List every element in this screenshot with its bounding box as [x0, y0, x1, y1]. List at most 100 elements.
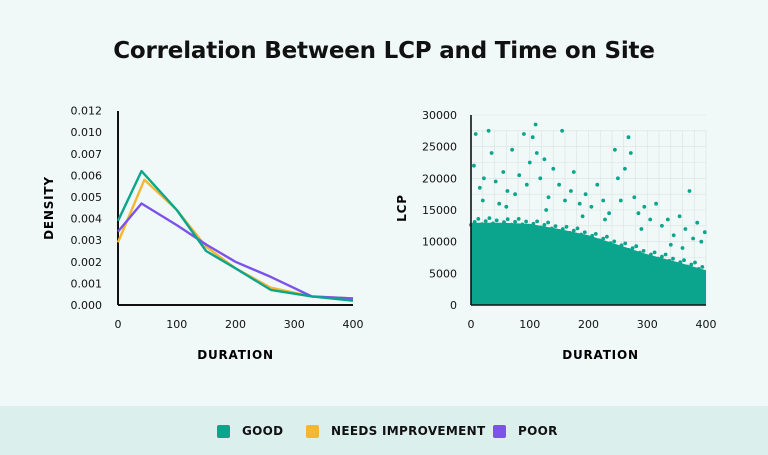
density-x-tick-label: 0 — [115, 318, 122, 331]
lcp-point — [489, 151, 494, 155]
density-y-tick-label: 0.010 — [71, 126, 103, 139]
lcp-point — [601, 198, 606, 203]
charts-canvas: 0.000 0.001 0.002 0.003 0.004 0.005 0.006 0.007… — [42, 105, 717, 362]
density-y-tick-label: 0.002 — [71, 256, 103, 269]
lcp-point — [516, 217, 521, 221]
lcp-point — [510, 147, 514, 152]
lcp-point — [674, 262, 679, 267]
lcp-x-tick-label: 100 — [519, 318, 540, 331]
lcp-y-tick-label: 30000 — [422, 109, 457, 122]
lcp-point — [668, 242, 673, 247]
lcp-point — [538, 225, 543, 230]
lcp-point — [480, 222, 484, 227]
lcp-point — [533, 122, 538, 127]
lcp-point — [502, 220, 506, 225]
density-x-axis-label: DURATION — [197, 348, 274, 362]
lcp-point — [683, 227, 688, 231]
lcp-point — [616, 176, 620, 181]
density-x-tick-label: 300 — [284, 318, 305, 331]
lcp-point — [619, 243, 624, 248]
lcp-point — [636, 211, 641, 216]
density-y-tick-label: 0.001 — [71, 277, 103, 290]
legend-label-good: GOOD — [242, 424, 284, 438]
density-y-tick-label: 0.005 — [71, 191, 103, 204]
lcp-point — [687, 189, 692, 193]
density-y-tick-label: 0.000 — [71, 299, 103, 312]
legend-swatch-needs-improvement — [306, 424, 319, 438]
lcp-point — [641, 249, 646, 253]
lcp-point — [568, 231, 572, 235]
lcp-dense-point-cloud — [471, 222, 706, 305]
lcp-x-tick-label: 400 — [696, 318, 717, 331]
lcp-point — [538, 176, 543, 181]
lcp-point — [597, 238, 602, 243]
lcp-point — [582, 230, 587, 235]
lcp-point — [517, 173, 522, 178]
lcp-point — [593, 232, 598, 236]
legend-swatch-good — [217, 424, 230, 438]
lcp-point — [524, 182, 529, 187]
lcp-point — [575, 226, 580, 231]
lcp-y-axis-label: LCP — [395, 194, 409, 222]
legend-item-good: GOOD — [217, 424, 283, 438]
lcp-point — [634, 244, 639, 249]
legend-swatch-poor — [493, 424, 506, 438]
density-x-tick-label: 400 — [343, 318, 364, 331]
lcp-point — [648, 217, 653, 222]
lcp-point — [520, 222, 525, 227]
lcp-point — [553, 224, 558, 229]
lcp-point — [660, 254, 664, 259]
lcp-point — [534, 151, 539, 155]
lcp-point — [654, 201, 658, 206]
lcp-point — [671, 233, 676, 238]
lcp-point — [486, 128, 491, 133]
lcp-point — [491, 221, 495, 226]
lcp-point — [595, 182, 600, 187]
legend-item-poor: POOR — [493, 424, 558, 438]
lcp-y-tick-label: 25000 — [422, 141, 457, 154]
lcp-point — [693, 260, 697, 265]
lcp-point — [549, 226, 554, 231]
lcp-point — [627, 248, 631, 252]
lcp-point — [645, 254, 650, 259]
lcp-point — [695, 220, 700, 225]
lcp-point — [546, 195, 551, 200]
lcp-point — [477, 185, 482, 190]
lcp-point — [473, 132, 478, 136]
lcp-x-axis-label: DURATION — [562, 348, 639, 362]
lcp-point — [649, 252, 653, 257]
lcp-point — [487, 216, 492, 221]
lcp-point — [700, 265, 705, 269]
lcp-point — [601, 236, 606, 241]
legend-item-needs-improvement: NEEDS IMPROVEMENT — [306, 424, 486, 438]
lcp-point — [603, 217, 607, 222]
lcp-point — [642, 204, 647, 209]
lcp-point — [677, 214, 682, 219]
lcp-point — [667, 258, 672, 263]
lcp-point — [542, 223, 547, 227]
lcp-point — [689, 262, 694, 267]
lcp-point — [613, 147, 617, 152]
lcp-point — [557, 182, 561, 187]
lcp-point — [509, 222, 514, 227]
lcp-point — [544, 208, 549, 212]
lcp-point — [616, 245, 620, 250]
lcp-point — [546, 220, 550, 225]
lcp-x-tick-label: 300 — [637, 318, 658, 331]
lcp-point — [579, 232, 584, 237]
density-line-needs-improvement — [116, 178, 354, 300]
lcp-point — [626, 135, 631, 140]
lcp-point — [628, 151, 633, 155]
lcp-point — [607, 211, 611, 216]
legend-label-needs-improvement: NEEDS IMPROVEMENT — [331, 424, 486, 438]
lcp-point — [535, 219, 539, 224]
lcp-point — [560, 227, 565, 231]
lcp-y-tick-label: 10000 — [422, 236, 457, 249]
lcp-point — [571, 228, 576, 233]
lcp-point — [612, 239, 617, 244]
lcp-point — [571, 170, 576, 174]
lcp-point — [577, 201, 582, 206]
lcp-y-tick-label: 20000 — [422, 172, 457, 185]
lcp-point — [557, 229, 561, 234]
